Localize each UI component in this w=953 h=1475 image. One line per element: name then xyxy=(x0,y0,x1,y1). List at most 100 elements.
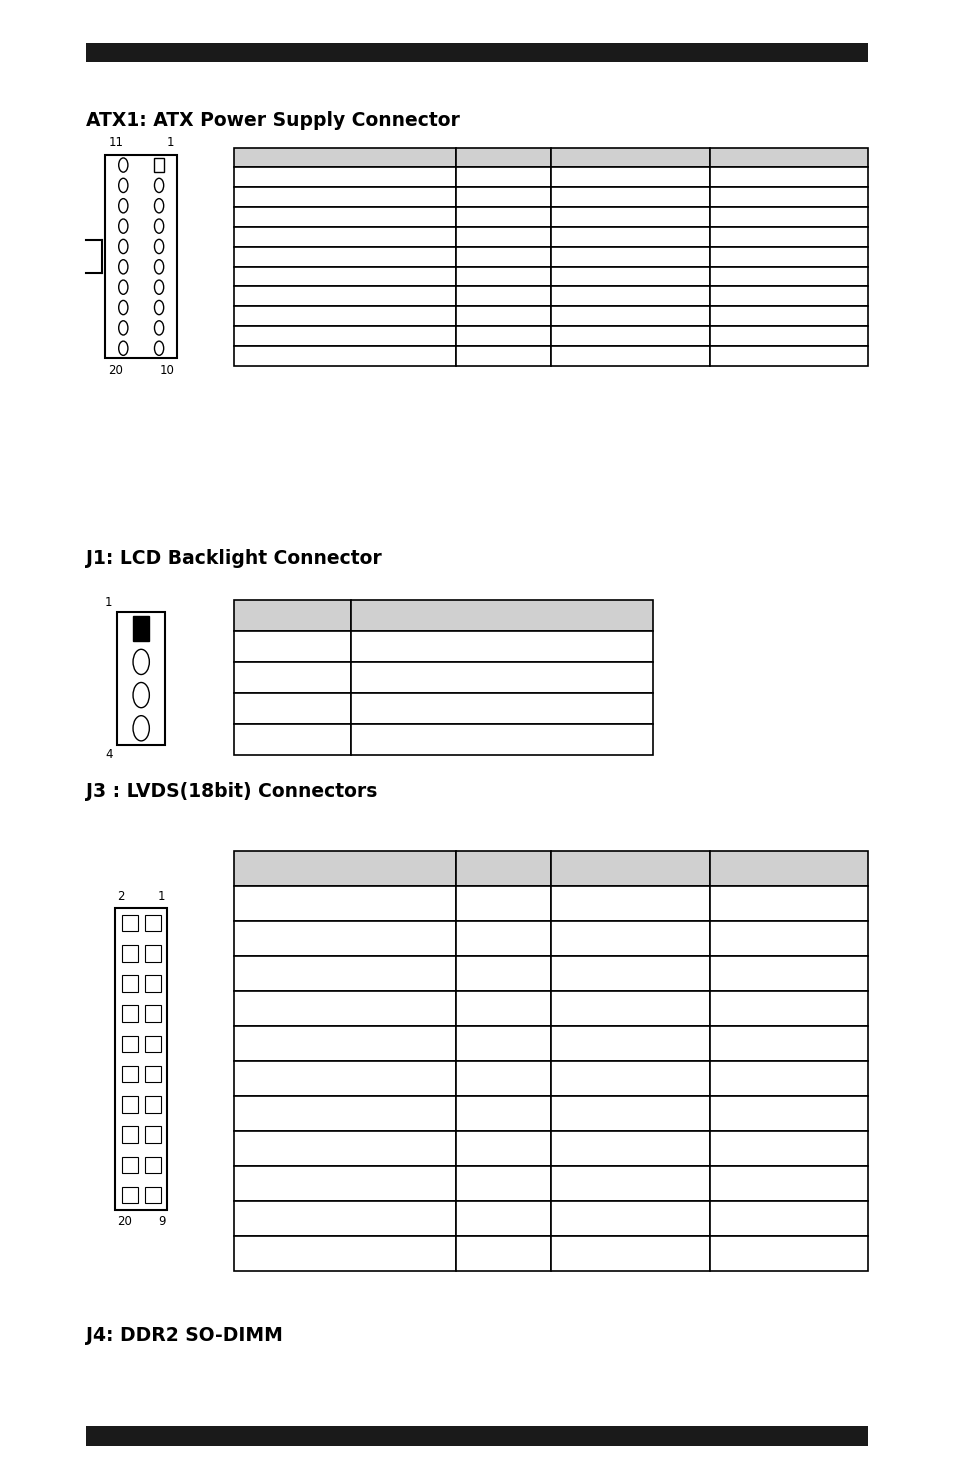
Circle shape xyxy=(118,218,128,233)
Bar xyxy=(122,1035,137,1052)
Bar xyxy=(145,1187,160,1204)
Bar xyxy=(233,1201,456,1236)
Bar xyxy=(456,207,551,227)
Bar xyxy=(709,326,867,347)
Bar xyxy=(709,920,867,956)
Bar xyxy=(551,1061,709,1096)
Bar xyxy=(456,148,551,167)
Bar xyxy=(105,155,177,358)
Circle shape xyxy=(154,341,164,355)
Circle shape xyxy=(154,218,164,233)
Circle shape xyxy=(118,280,128,295)
Circle shape xyxy=(118,178,128,193)
Bar xyxy=(233,207,456,227)
Text: 1: 1 xyxy=(105,596,112,609)
Circle shape xyxy=(132,649,150,674)
Bar xyxy=(551,920,709,956)
Bar xyxy=(709,286,867,307)
Circle shape xyxy=(132,715,150,740)
Bar xyxy=(551,1096,709,1131)
Bar xyxy=(551,1236,709,1271)
Bar xyxy=(551,267,709,286)
Bar xyxy=(456,956,551,991)
Circle shape xyxy=(154,280,164,295)
Bar xyxy=(233,1167,456,1201)
Bar xyxy=(551,326,709,347)
Bar xyxy=(351,662,653,693)
Bar xyxy=(86,43,867,62)
Bar xyxy=(456,326,551,347)
Circle shape xyxy=(154,320,164,335)
Bar xyxy=(456,886,551,920)
Bar xyxy=(233,347,456,366)
Circle shape xyxy=(154,239,164,254)
Bar xyxy=(709,1201,867,1236)
Text: 11: 11 xyxy=(108,136,123,149)
Bar xyxy=(351,724,653,755)
Bar xyxy=(233,286,456,307)
Bar xyxy=(551,187,709,206)
Text: 2: 2 xyxy=(116,891,124,903)
Text: 1: 1 xyxy=(158,891,166,903)
Bar xyxy=(709,851,867,886)
Text: ATX1: ATX Power Supply Connector: ATX1: ATX Power Supply Connector xyxy=(86,111,459,130)
Bar xyxy=(122,1187,137,1204)
Bar xyxy=(233,956,456,991)
Circle shape xyxy=(132,683,150,708)
Text: J3 : LVDS(18bit) Connectors: J3 : LVDS(18bit) Connectors xyxy=(86,782,376,801)
Bar xyxy=(233,991,456,1027)
Bar xyxy=(551,1131,709,1167)
Bar xyxy=(551,286,709,307)
Bar xyxy=(551,347,709,366)
Bar xyxy=(456,1201,551,1236)
Bar xyxy=(351,693,653,724)
Bar xyxy=(709,307,867,326)
Bar xyxy=(551,227,709,246)
Bar xyxy=(551,1201,709,1236)
Bar xyxy=(233,227,456,246)
Bar xyxy=(551,1167,709,1201)
Bar xyxy=(233,631,351,662)
Bar xyxy=(145,1066,160,1083)
Bar xyxy=(456,1096,551,1131)
Circle shape xyxy=(118,158,128,173)
Bar xyxy=(233,148,456,167)
Bar xyxy=(551,956,709,991)
Bar xyxy=(233,600,351,631)
Bar xyxy=(233,1131,456,1167)
Bar xyxy=(117,612,165,745)
Text: 20: 20 xyxy=(108,364,123,378)
Bar xyxy=(456,267,551,286)
Bar xyxy=(233,693,351,724)
Text: 4: 4 xyxy=(105,748,112,761)
Bar xyxy=(233,1061,456,1096)
Bar xyxy=(709,956,867,991)
Bar xyxy=(551,246,709,267)
Bar xyxy=(551,851,709,886)
Bar xyxy=(233,851,456,886)
Bar xyxy=(351,631,653,662)
Circle shape xyxy=(118,260,128,274)
Bar xyxy=(456,851,551,886)
Bar xyxy=(456,1027,551,1062)
Bar xyxy=(456,1167,551,1201)
Circle shape xyxy=(154,178,164,193)
Circle shape xyxy=(154,260,164,274)
Bar xyxy=(551,167,709,187)
Bar xyxy=(456,1131,551,1167)
Text: 20: 20 xyxy=(116,1215,132,1227)
Bar xyxy=(122,1096,137,1112)
Bar xyxy=(233,1096,456,1131)
Bar xyxy=(122,1127,137,1143)
Bar xyxy=(145,914,160,931)
Circle shape xyxy=(118,239,128,254)
Bar xyxy=(233,167,456,187)
Bar xyxy=(709,148,867,167)
Bar xyxy=(709,246,867,267)
Bar xyxy=(709,991,867,1027)
Bar xyxy=(551,148,709,167)
Bar xyxy=(456,187,551,206)
Bar xyxy=(233,1027,456,1062)
Text: 1: 1 xyxy=(167,136,173,149)
Bar xyxy=(456,167,551,187)
